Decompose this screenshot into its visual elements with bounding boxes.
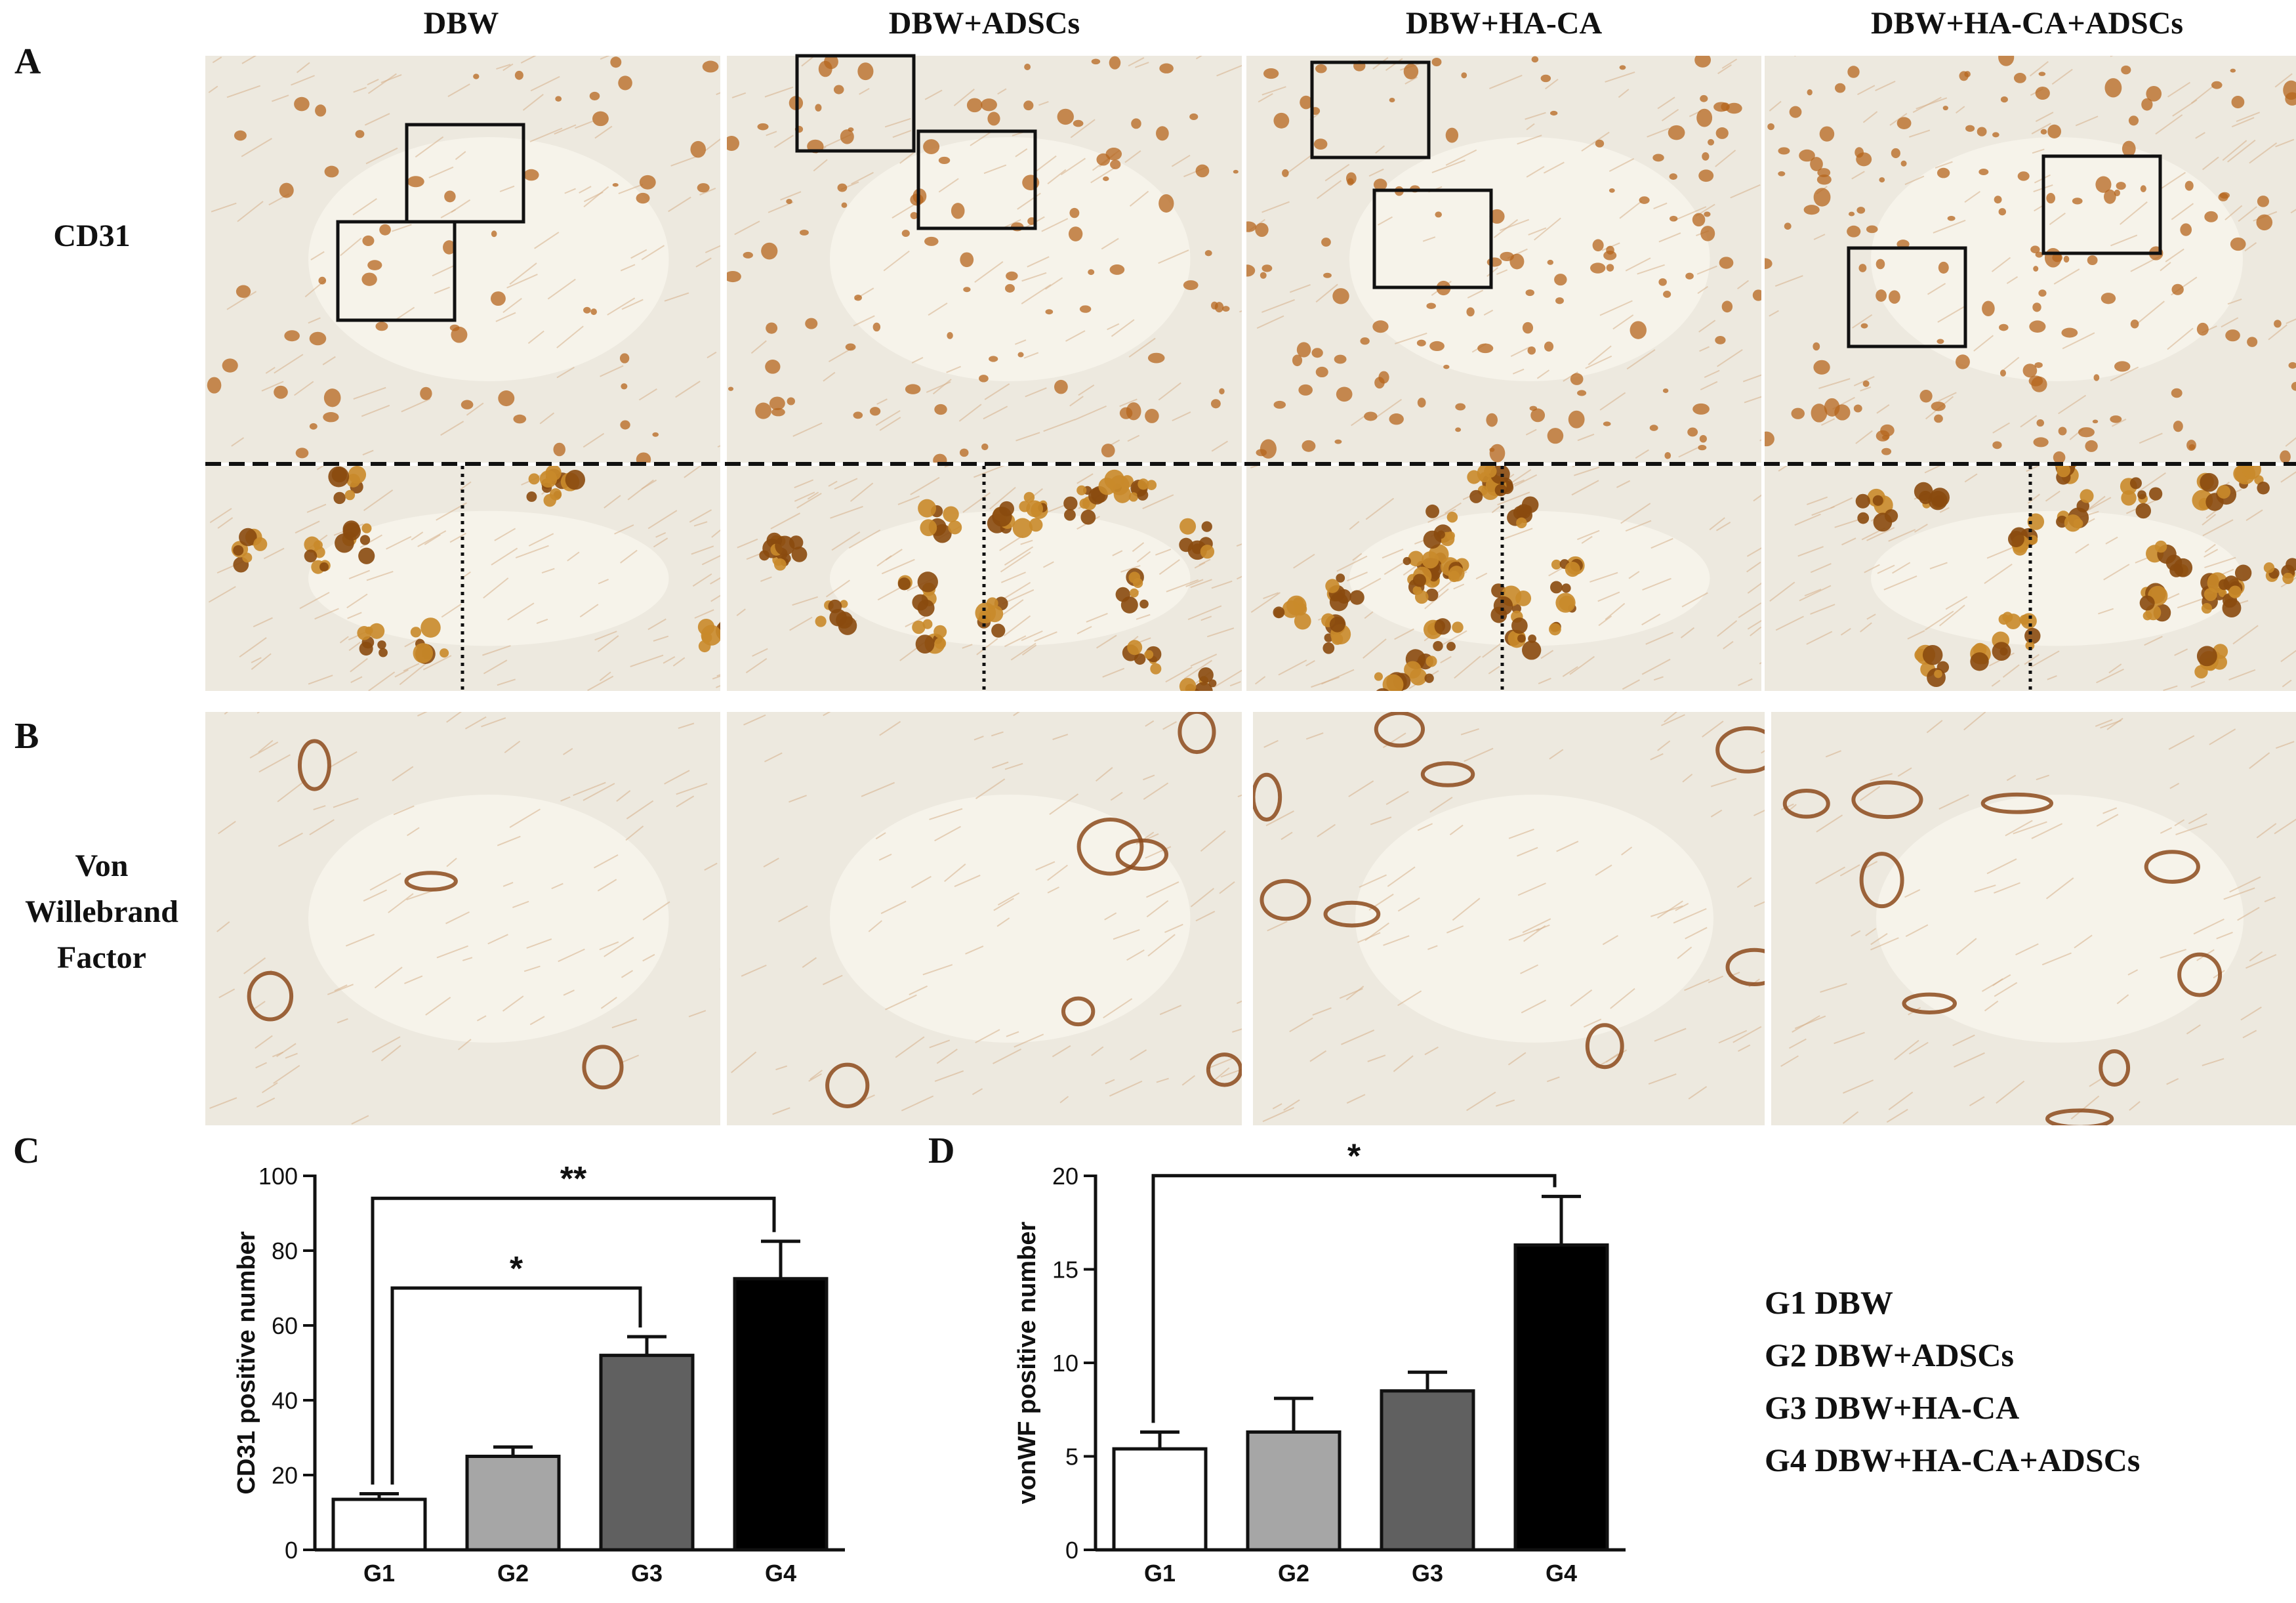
panel-letter-b: B: [14, 716, 39, 757]
micrograph-cd31-dbw-haca: [1246, 56, 1761, 463]
tissue-texture: [205, 712, 720, 1125]
significance-label: *: [510, 1250, 523, 1288]
y-tick-label: 0: [285, 1537, 298, 1564]
y-tick-label: 10: [1052, 1350, 1078, 1377]
panel-letter-c: C: [13, 1131, 40, 1171]
y-tick-label: 40: [272, 1387, 298, 1414]
micrograph-overlay: [205, 54, 2296, 691]
row-label-vwf: Von Willebrand Factor: [0, 843, 203, 981]
x-tick-label-g3: G3: [1412, 1560, 1443, 1587]
panel-letter-d: D: [928, 1131, 955, 1171]
row-label-cd31: CD31: [53, 219, 131, 253]
row-label-vwf-line3: Factor: [57, 940, 146, 975]
bar-g1: [331, 1497, 427, 1552]
panel-letter-a: A: [14, 41, 41, 82]
bar-g2: [1246, 1430, 1342, 1552]
column-title-dbw: DBW: [423, 6, 499, 41]
inset-box-adscs-2: [916, 129, 1037, 230]
inset-box-dbw-2: [336, 220, 457, 322]
x-tick-label-g1: G1: [363, 1560, 395, 1587]
x-tick-label-g2: G2: [1278, 1560, 1309, 1587]
micrograph-vwf-dbw: [205, 712, 720, 1125]
bar-g4: [733, 1277, 829, 1552]
x-tick-label-g4: G4: [1546, 1560, 1577, 1587]
y-axis-label: CD31 positive number: [233, 1231, 260, 1494]
legend-item-g3: G3 DBW+HA-CA: [1765, 1389, 2020, 1426]
inset-box-haca-1: [1310, 60, 1431, 159]
tissue-texture: [1253, 712, 1765, 1125]
bar-g3: [599, 1354, 695, 1552]
inset-box-adscs-1: [795, 54, 916, 153]
y-tick-label: 80: [272, 1238, 298, 1264]
chart-cd31-positive-number: 0 20 40 60 80 100 CD31 positive number G1 G2 G3 G4…: [233, 1160, 845, 1587]
y-tick-label: 5: [1065, 1444, 1078, 1470]
bar-g3: [1380, 1389, 1475, 1552]
bar-g4: [1513, 1243, 1609, 1552]
y-tick-label: 60: [272, 1312, 298, 1339]
legend-item-g2: G2 DBW+ADSCs: [1765, 1337, 2014, 1373]
tissue-texture: [1246, 56, 1761, 463]
column-title-dbw-haca: DBW+HA-CA: [1405, 6, 1603, 41]
x-tick-label-g3: G3: [631, 1560, 663, 1587]
significance-bracket: **: [371, 1160, 776, 1485]
tissue-texture: [727, 712, 1242, 1125]
micrograph-cd31-dbw: [205, 56, 720, 463]
significance-bracket: *: [390, 1250, 642, 1485]
row-label-vwf-line2: Willebrand: [25, 894, 178, 929]
y-tick-label: 0: [1065, 1537, 1078, 1564]
y-tick-label: 20: [272, 1462, 298, 1489]
x-tick-label-g2: G2: [497, 1560, 529, 1587]
row-label-vwf-line1: Von: [75, 848, 129, 883]
tissue-texture: [205, 56, 720, 463]
inset-box-haca-adscs-2: [1847, 246, 1967, 348]
bar-g2: [465, 1455, 561, 1552]
micrograph-vwf-dbw-adscs: [727, 712, 1242, 1125]
chart-vonwf-positive-number: 0 5 10 15 20 vonWF positive number G1 G2 G3 G4 *: [1014, 1138, 1626, 1587]
micrograph-vwf-dbw-haca-adscs: [1771, 712, 2296, 1125]
column-title-dbw-adscs: DBW+ADSCs: [888, 6, 1080, 41]
y-tick-label: 20: [1052, 1163, 1078, 1190]
inset-box-dbw-1: [405, 123, 525, 224]
y-axis-label: vonWF positive number: [1014, 1221, 1041, 1504]
legend-item-g1: G1 DBW: [1765, 1284, 1893, 1321]
significance-bracket: *: [1151, 1138, 1557, 1423]
tissue-texture: [1771, 712, 2296, 1125]
micrograph-vwf-dbw-haca: [1253, 712, 1765, 1125]
inset-box-haca-adscs-1: [2041, 154, 2162, 255]
x-tick-label-g1: G1: [1144, 1560, 1176, 1587]
group-legend: G1 DBW G2 DBW+ADSCs G3 DBW+HA-CA G4 DBW+…: [1765, 1276, 2140, 1486]
x-tick-label-g4: G4: [765, 1560, 796, 1587]
significance-label: **: [560, 1160, 587, 1198]
legend-item-g4: G4 DBW+HA-CA+ADSCs: [1765, 1442, 2141, 1478]
significance-label: *: [1347, 1138, 1361, 1176]
y-tick-label: 100: [258, 1163, 298, 1190]
column-title-dbw-haca-adscs: DBW+HA-CA+ADSCs: [1870, 6, 2184, 41]
inset-box-haca-2: [1372, 188, 1493, 289]
y-tick-label: 15: [1052, 1257, 1078, 1283]
bar-g1: [1112, 1447, 1208, 1552]
